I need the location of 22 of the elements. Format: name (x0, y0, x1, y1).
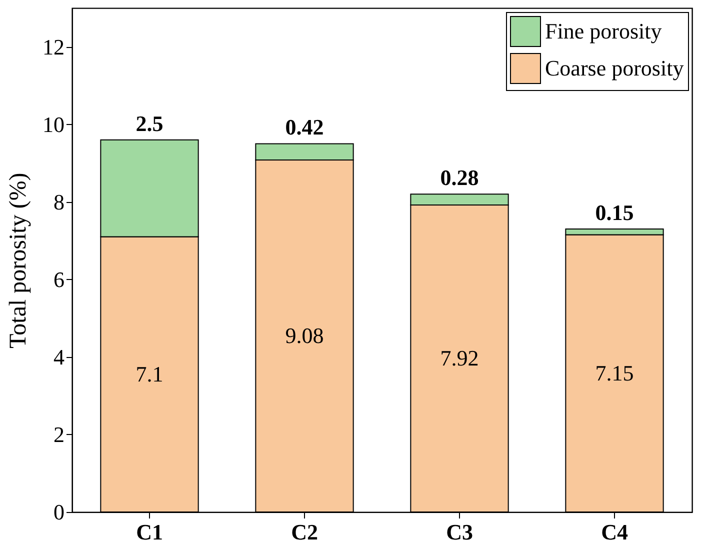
data-label: 9.08 (285, 322, 324, 348)
x-tick-label: C3 (446, 520, 473, 544)
y-tick-label: 6 (54, 266, 64, 292)
data-label: 7.15 (595, 360, 634, 386)
y-tick-label: 4 (54, 344, 64, 370)
y-tick-label: 12 (42, 34, 64, 60)
data-label: 0.15 (595, 200, 634, 225)
y-axis-title: Total porosity (%) (6, 172, 32, 348)
legend-label: Fine porosity (545, 18, 662, 44)
data-label: 0.42 (285, 114, 324, 140)
data-label: 0.28 (440, 165, 479, 190)
x-tick-label: C4 (601, 520, 628, 544)
y-tick-label: 8 (54, 189, 64, 214)
x-tick-label: C2 (291, 520, 318, 544)
data-label: 7.92 (440, 345, 479, 370)
data-label: 2.5 (136, 110, 164, 136)
legend-label: Coarse porosity (545, 56, 684, 80)
x-tick-label: C1 (136, 520, 163, 544)
y-tick-label: 0 (54, 500, 64, 524)
y-tick-label: 2 (54, 422, 64, 447)
data-label: 7.1 (136, 361, 164, 386)
y-tick-label: 10 (42, 112, 64, 137)
